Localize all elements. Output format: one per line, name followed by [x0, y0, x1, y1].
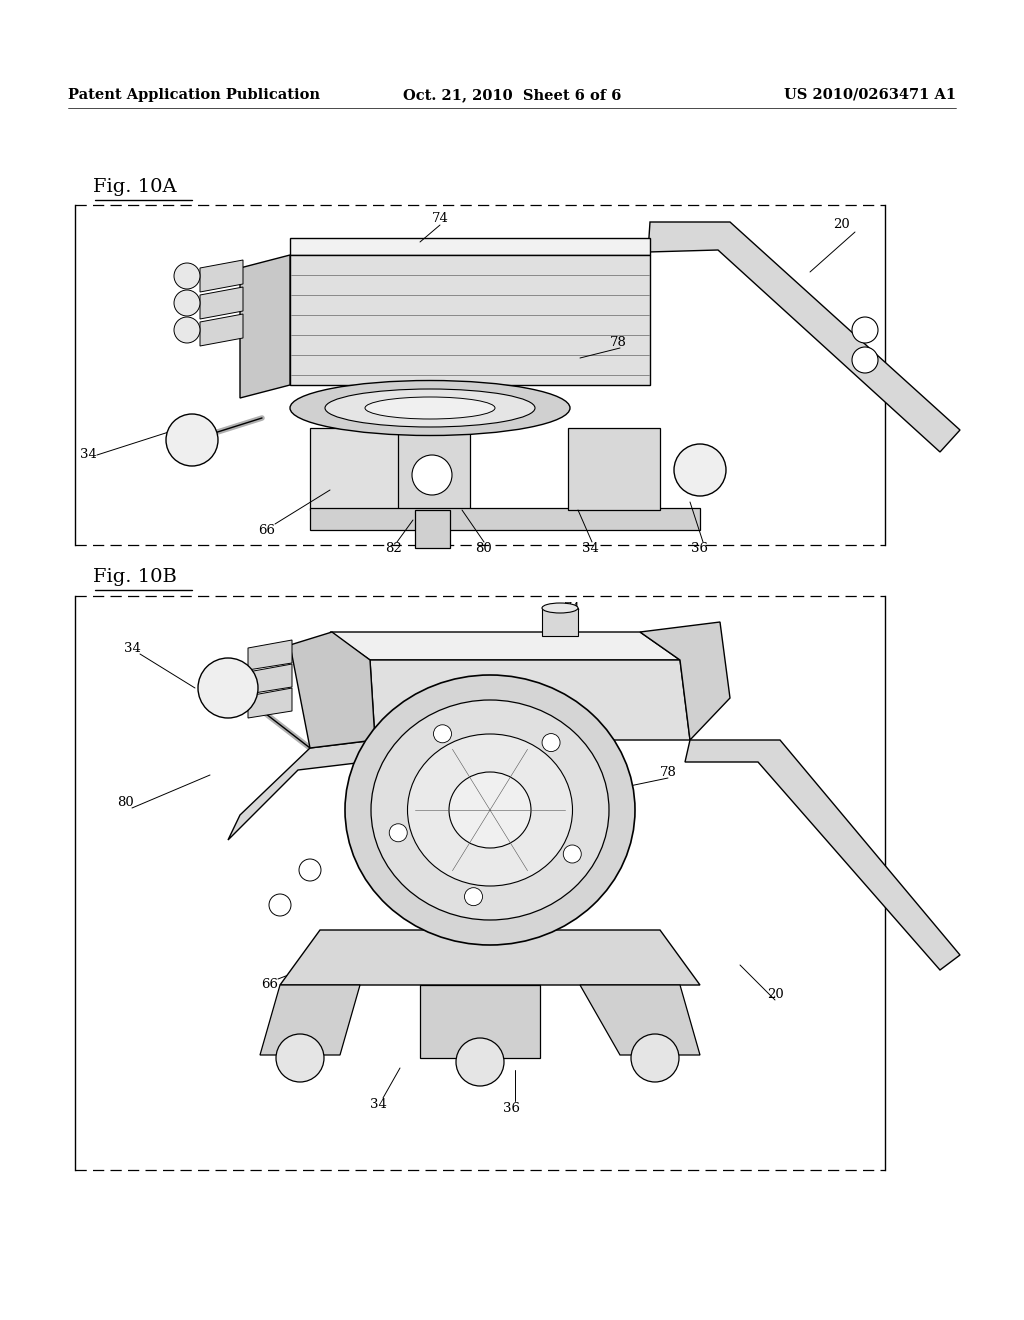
Circle shape: [852, 317, 878, 343]
Polygon shape: [248, 688, 292, 718]
Circle shape: [269, 894, 291, 916]
Text: 78: 78: [609, 335, 627, 348]
Text: 66: 66: [258, 524, 275, 536]
Polygon shape: [200, 286, 243, 319]
Text: 34: 34: [582, 541, 598, 554]
Polygon shape: [240, 255, 290, 399]
Polygon shape: [648, 222, 961, 451]
Polygon shape: [310, 428, 398, 510]
Text: Fig. 10A: Fig. 10A: [93, 178, 177, 195]
Polygon shape: [290, 255, 650, 385]
Text: 74: 74: [431, 211, 449, 224]
Circle shape: [174, 317, 200, 343]
Circle shape: [631, 1034, 679, 1082]
Text: 20: 20: [767, 989, 783, 1002]
Circle shape: [166, 414, 218, 466]
Ellipse shape: [542, 603, 578, 612]
Ellipse shape: [365, 397, 495, 418]
Polygon shape: [260, 985, 360, 1055]
Polygon shape: [248, 640, 292, 671]
Circle shape: [456, 1038, 504, 1086]
Circle shape: [198, 657, 258, 718]
Circle shape: [674, 444, 726, 496]
Polygon shape: [415, 510, 450, 548]
Circle shape: [174, 290, 200, 315]
Polygon shape: [200, 314, 243, 346]
Polygon shape: [280, 931, 700, 985]
Polygon shape: [640, 622, 730, 741]
Polygon shape: [200, 260, 243, 292]
Polygon shape: [290, 632, 375, 748]
Polygon shape: [568, 428, 660, 510]
Text: 34: 34: [370, 1098, 386, 1111]
Text: Fig. 10B: Fig. 10B: [93, 568, 177, 586]
Ellipse shape: [449, 772, 531, 847]
Polygon shape: [542, 609, 578, 636]
Polygon shape: [330, 632, 680, 660]
Ellipse shape: [290, 380, 570, 436]
Text: Patent Application Publication: Patent Application Publication: [68, 88, 319, 102]
Circle shape: [412, 455, 452, 495]
Circle shape: [276, 1034, 324, 1082]
Text: 34: 34: [124, 642, 140, 655]
Polygon shape: [310, 508, 700, 531]
Text: US 2010/0263471 A1: US 2010/0263471 A1: [784, 88, 956, 102]
Text: Oct. 21, 2010  Sheet 6 of 6: Oct. 21, 2010 Sheet 6 of 6: [402, 88, 622, 102]
Text: 34: 34: [80, 449, 96, 462]
Polygon shape: [685, 741, 961, 970]
Text: 78: 78: [659, 766, 677, 779]
Text: 20: 20: [834, 219, 850, 231]
Circle shape: [852, 347, 878, 374]
Text: 66: 66: [261, 978, 279, 991]
Text: 80: 80: [118, 796, 134, 808]
Polygon shape: [228, 741, 376, 840]
Text: 80: 80: [475, 541, 493, 554]
Ellipse shape: [345, 675, 635, 945]
Ellipse shape: [371, 700, 609, 920]
Circle shape: [563, 845, 582, 863]
Polygon shape: [248, 664, 292, 694]
Ellipse shape: [408, 734, 572, 886]
Text: 36: 36: [504, 1101, 520, 1114]
Circle shape: [389, 824, 408, 842]
Circle shape: [542, 734, 560, 751]
Circle shape: [433, 725, 452, 743]
Circle shape: [174, 263, 200, 289]
Polygon shape: [370, 660, 690, 741]
Ellipse shape: [325, 389, 535, 426]
Circle shape: [299, 859, 321, 880]
Circle shape: [465, 887, 482, 906]
Polygon shape: [395, 428, 470, 515]
Text: 36: 36: [691, 541, 709, 554]
Polygon shape: [290, 238, 650, 255]
Polygon shape: [420, 985, 540, 1059]
Polygon shape: [580, 985, 700, 1055]
Text: 82: 82: [385, 541, 401, 554]
Text: 74: 74: [563, 602, 581, 615]
